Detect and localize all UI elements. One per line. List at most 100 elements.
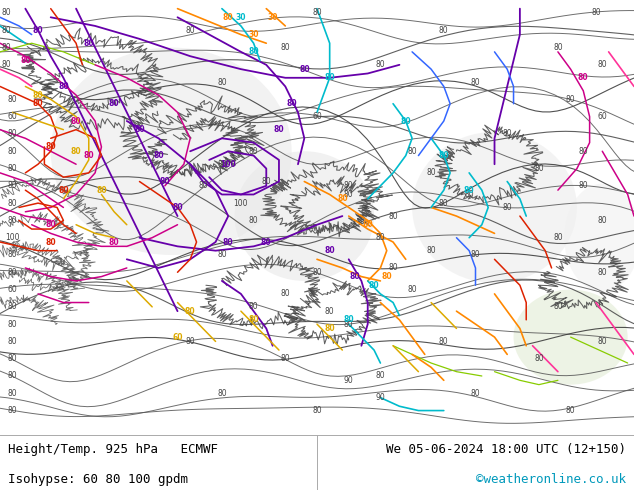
Text: 80: 80 — [325, 324, 335, 333]
Text: 80: 80 — [597, 60, 607, 69]
Text: 80: 80 — [33, 99, 43, 108]
Text: 80: 80 — [185, 337, 195, 346]
Text: 80: 80 — [464, 186, 474, 195]
Text: 80: 80 — [8, 371, 18, 381]
Text: 80: 80 — [312, 268, 322, 277]
Text: 90: 90 — [344, 376, 354, 385]
Text: 80: 80 — [261, 238, 271, 246]
Text: 80: 80 — [344, 315, 354, 324]
Text: 80: 80 — [8, 198, 18, 208]
Text: 80: 80 — [280, 290, 290, 298]
Text: 80: 80 — [58, 186, 68, 195]
Text: 80: 80 — [1, 43, 11, 52]
Ellipse shape — [412, 132, 577, 283]
Text: 80: 80 — [249, 216, 259, 225]
Text: 80: 80 — [401, 117, 411, 125]
Ellipse shape — [51, 48, 292, 255]
Text: 60: 60 — [312, 112, 322, 121]
Text: 80: 80 — [58, 82, 68, 91]
Text: 80: 80 — [160, 177, 170, 186]
Text: 80: 80 — [502, 129, 512, 139]
Text: 80: 80 — [46, 238, 56, 246]
Text: 80: 80 — [363, 220, 373, 229]
Text: 80: 80 — [299, 65, 309, 74]
Text: 80: 80 — [8, 337, 18, 346]
Text: 80: 80 — [8, 268, 18, 277]
Text: 80: 80 — [134, 125, 145, 134]
Text: 80: 80 — [578, 147, 588, 156]
Text: 80: 80 — [470, 250, 481, 260]
Text: 80: 80 — [287, 99, 297, 108]
Text: 80: 80 — [8, 129, 18, 139]
Text: 80: 80 — [407, 285, 417, 294]
Text: 80: 80 — [8, 147, 18, 156]
Text: 80: 80 — [439, 26, 449, 35]
Text: 80: 80 — [369, 281, 379, 290]
Text: 60: 60 — [8, 112, 18, 121]
Text: 80: 80 — [439, 151, 449, 160]
Text: 80: 80 — [8, 354, 18, 363]
Text: 30: 30 — [249, 30, 259, 39]
Text: 80: 80 — [1, 60, 11, 69]
Text: 80: 80 — [388, 212, 398, 220]
Text: 80: 80 — [502, 203, 512, 212]
Text: 80: 80 — [8, 250, 18, 260]
Text: 80: 80 — [109, 238, 119, 246]
Text: 80: 80 — [470, 389, 481, 398]
Text: 80: 80 — [20, 56, 30, 65]
Text: 80: 80 — [8, 181, 18, 190]
Text: 30: 30 — [268, 13, 278, 22]
Text: 80: 80 — [185, 307, 195, 316]
Text: 80: 80 — [344, 181, 354, 190]
Text: 80: 80 — [344, 319, 354, 329]
Text: 80: 80 — [249, 315, 259, 324]
Text: 80: 80 — [217, 250, 227, 260]
Text: 80: 80 — [470, 77, 481, 87]
Text: 80: 80 — [578, 74, 588, 82]
Text: 80: 80 — [198, 181, 208, 190]
Text: 80: 80 — [153, 151, 164, 160]
Text: 80: 80 — [185, 26, 195, 35]
Text: 80: 80 — [439, 198, 449, 208]
Text: 80: 80 — [426, 246, 436, 255]
Text: 80: 80 — [1, 26, 11, 35]
Text: 80: 80 — [566, 95, 576, 104]
Text: 80: 80 — [8, 216, 18, 225]
Text: 80: 80 — [223, 13, 233, 22]
Text: 80: 80 — [325, 246, 335, 255]
Text: 80: 80 — [71, 147, 81, 156]
Text: 80: 80 — [566, 406, 576, 415]
Text: 80: 80 — [534, 354, 544, 363]
Text: We 05-06-2024 18:00 UTC (12+150): We 05-06-2024 18:00 UTC (12+150) — [386, 443, 626, 456]
Ellipse shape — [514, 290, 628, 385]
Text: 80: 80 — [597, 268, 607, 277]
Text: 80: 80 — [249, 147, 259, 156]
Text: 80: 80 — [534, 164, 544, 173]
Text: 80: 80 — [375, 371, 385, 381]
Text: 80: 80 — [8, 406, 18, 415]
Text: 80: 80 — [591, 8, 601, 18]
Text: 80: 80 — [280, 43, 290, 52]
Text: 60: 60 — [172, 333, 183, 342]
Text: 100: 100 — [6, 233, 20, 242]
Text: 80: 80 — [217, 77, 227, 87]
Text: 80: 80 — [464, 190, 474, 199]
Text: 80: 80 — [439, 337, 449, 346]
Text: 80: 80 — [578, 181, 588, 190]
Text: 80: 80 — [553, 43, 563, 52]
Text: 80: 80 — [597, 216, 607, 225]
Text: 80: 80 — [217, 389, 227, 398]
Text: Isohypse: 60 80 100 gpdm: Isohypse: 60 80 100 gpdm — [8, 473, 188, 486]
Text: 80: 80 — [46, 143, 56, 151]
Text: 80: 80 — [33, 91, 43, 99]
Text: 80: 80 — [249, 302, 259, 311]
Text: 80: 80 — [325, 307, 335, 316]
Text: 80: 80 — [597, 337, 607, 346]
Text: 80: 80 — [8, 164, 18, 173]
Text: 80: 80 — [312, 8, 322, 18]
Text: Height/Temp. 925 hPa   ECMWF: Height/Temp. 925 hPa ECMWF — [8, 443, 217, 456]
Text: 80: 80 — [71, 117, 81, 125]
Text: 80: 80 — [312, 406, 322, 415]
Text: 100: 100 — [221, 160, 236, 169]
Ellipse shape — [235, 151, 374, 281]
